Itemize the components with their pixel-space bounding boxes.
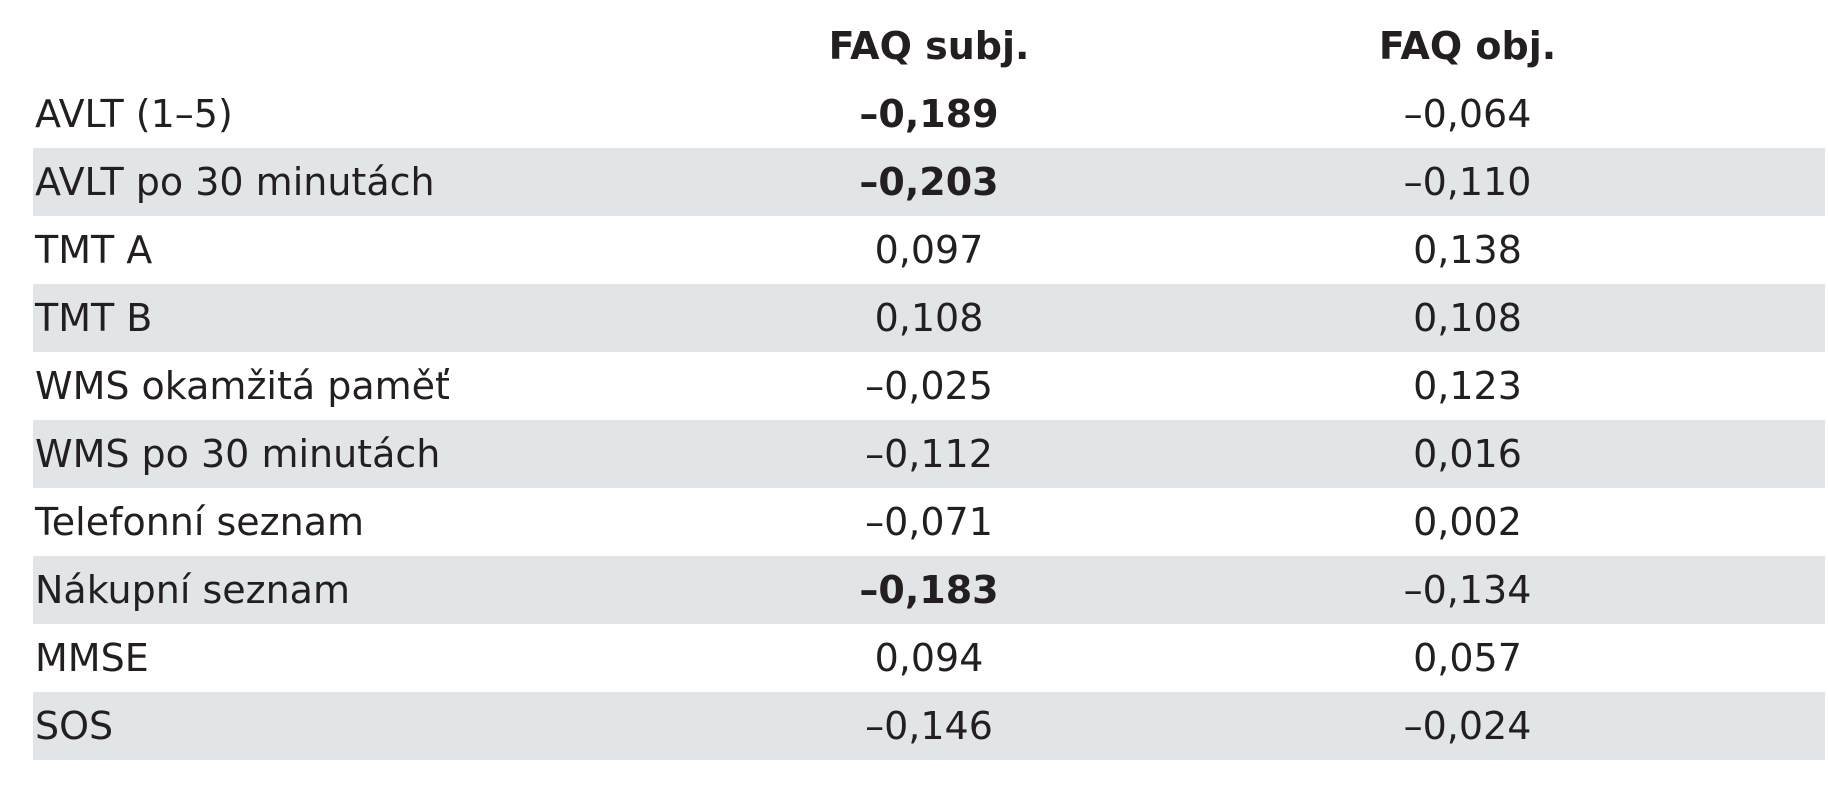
row-label: TMT A: [35, 228, 153, 272]
row-label: AVLT po 30 minutách: [35, 160, 435, 204]
table-row: Nákupní seznam –0,183 –0,134: [33, 556, 1825, 624]
table-row: AVLT (1–5) –0,189 –0,064: [33, 80, 1825, 148]
value-cell: 0,108: [1413, 296, 1522, 340]
row-label: SOS: [35, 704, 114, 748]
value-cell: –0,071: [865, 500, 993, 544]
table-row: SOS –0,146 –0,024: [33, 692, 1825, 760]
table-row: AVLT po 30 minutách –0,203 –0,110: [33, 148, 1825, 216]
value-cell: –0,064: [1403, 92, 1532, 136]
column-header: FAQ obj.: [1378, 24, 1557, 68]
correlation-table: FAQ subj. FAQ obj. AVLT (1–5) –0,189 –0,064…: [33, 12, 1825, 760]
value-cell: –0,183: [859, 568, 999, 612]
value-cell: 0,097: [874, 228, 984, 272]
header-row: FAQ subj. FAQ obj.: [33, 12, 1825, 80]
column-header: FAQ subj.: [828, 24, 1030, 68]
value-cell: 0,138: [1413, 228, 1522, 272]
value-cell: 0,016: [1413, 432, 1522, 476]
row-label: TMT B: [35, 296, 153, 340]
value-cell: –0,146: [865, 704, 993, 748]
table-row: Telefonní seznam –0,071 0,002: [33, 488, 1825, 556]
value-cell: –0,112: [865, 432, 993, 476]
table-row: TMT A 0,097 0,138: [33, 216, 1825, 284]
value-cell: 0,094: [874, 636, 984, 680]
value-cell: 0,108: [874, 296, 984, 340]
value-cell: 0,057: [1413, 636, 1522, 680]
table-row: TMT B 0,108 0,108: [33, 284, 1825, 352]
value-cell: –0,189: [859, 92, 999, 136]
row-label: WMS okamžitá paměť: [35, 364, 450, 408]
corner-cell: [33, 12, 748, 80]
row-label: Telefonní seznam: [35, 500, 365, 544]
value-cell: –0,203: [859, 160, 999, 204]
value-cell: –0,025: [865, 364, 993, 408]
value-cell: –0,024: [1403, 704, 1532, 748]
row-label: WMS po 30 minutách: [35, 432, 441, 476]
table-row: WMS okamžitá paměť –0,025 0,123: [33, 352, 1825, 420]
row-label: MMSE: [35, 636, 149, 680]
value-cell: 0,002: [1413, 500, 1522, 544]
value-cell: –0,134: [1403, 568, 1532, 612]
value-cell: –0,110: [1403, 160, 1532, 204]
row-label: Nákupní seznam: [35, 568, 350, 612]
value-cell: 0,123: [1413, 364, 1522, 408]
table-row: MMSE 0,094 0,057: [33, 624, 1825, 692]
row-label: AVLT (1–5): [35, 92, 233, 136]
table-row: WMS po 30 minutách –0,112 0,016: [33, 420, 1825, 488]
